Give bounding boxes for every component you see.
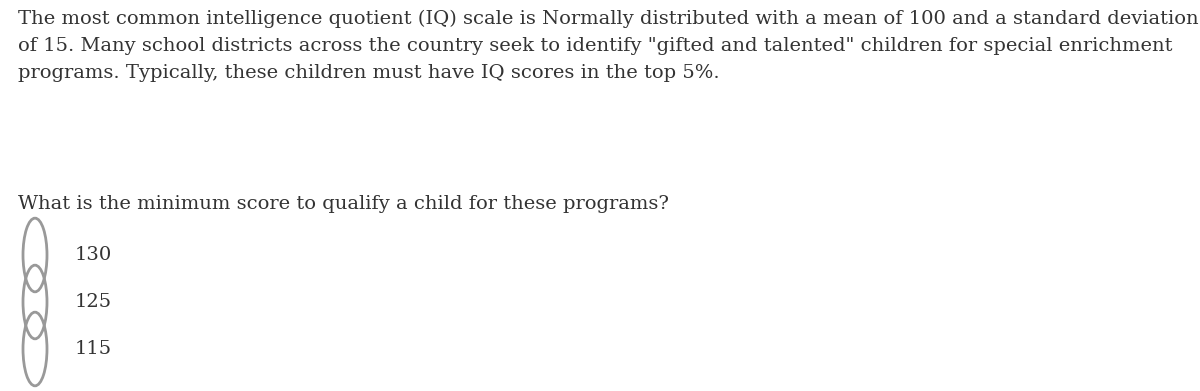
Text: 115: 115 [74, 340, 112, 358]
Text: What is the minimum score to qualify a child for these programs?: What is the minimum score to qualify a c… [18, 195, 670, 213]
Text: The most common intelligence quotient (IQ) scale is Normally distributed with a : The most common intelligence quotient (I… [18, 10, 1199, 83]
Text: 125: 125 [74, 293, 112, 311]
Text: 130: 130 [74, 246, 113, 264]
